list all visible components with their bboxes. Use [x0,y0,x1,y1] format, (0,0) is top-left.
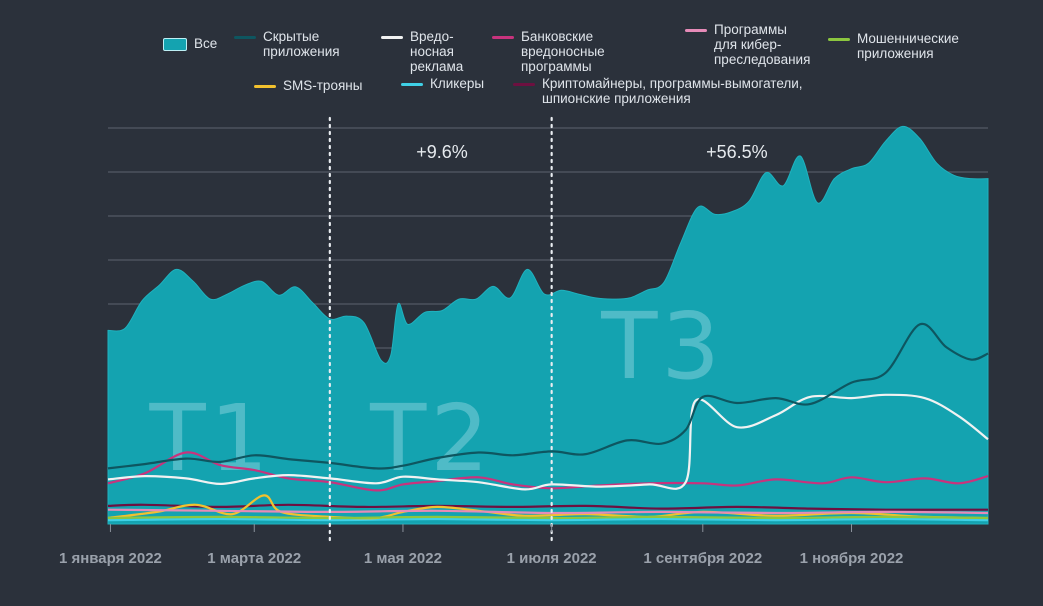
series-area-all [107,125,989,525]
x-tick-label: 1 ноября 2022 [800,550,904,567]
x-tick-label: 1 мая 2022 [364,550,442,567]
legend-swatch-line [492,36,514,39]
legend-swatch-line [685,29,707,32]
growth-annotation: +56.5% [706,142,768,162]
legend-item: Кликеры [401,76,484,91]
legend-swatch-line [234,36,256,39]
legend-swatch-line [254,85,276,88]
legend-label: Мошеннические приложения [857,31,959,61]
legend-item: Все [163,36,217,51]
x-tick-label: 1 сентября 2022 [643,550,762,567]
series-line [107,393,989,491]
legend-label: Вредо- носная реклама [410,29,464,74]
legend-label: Банковские вредоносные программы [521,29,605,74]
legend-item: Скрытые приложения [234,29,340,59]
legend-label: Криптомайнеры, программы-вымогатели, шпи… [542,76,803,106]
x-tick-label: 1 января 2022 [59,550,162,567]
growth-annotation: +9.6% [416,142,468,162]
legend-label: Все [194,36,218,51]
series-line [107,322,989,470]
legend-swatch-line [381,36,403,39]
legend-item: Мошеннические приложения [828,31,959,61]
x-tick-label: 1 июля 2022 [507,550,597,567]
legend-label: Кликеры [430,76,485,91]
legend-item: Программы для кибер- преследования [685,22,810,67]
series-line [107,517,989,522]
quarter-label: T3 [600,293,724,400]
series-line [107,494,989,520]
quarter-label: T1 [149,385,273,492]
legend-item: Банковские вредоносные программы [492,29,605,74]
legend-swatch-line [513,83,535,86]
legend-label: Программы для кибер- преследования [714,22,811,67]
legend-item: Криптомайнеры, программы-вымогатели, шпи… [513,76,803,106]
legend-swatch-area [163,38,187,51]
legend-label: Скрытые приложения [263,29,340,59]
series-line [107,515,989,520]
legend-item: Вредо- носная реклама [381,29,463,74]
series-line [107,503,989,511]
legend-swatch-line [828,38,850,41]
legend-swatch-line [401,83,423,86]
x-tick-label: 1 марта 2022 [207,550,301,567]
series-line [107,451,989,492]
legend-item: SMS-трояны [254,78,362,93]
quarter-label: T2 [369,385,493,492]
legend-label: SMS-трояны [283,78,363,93]
